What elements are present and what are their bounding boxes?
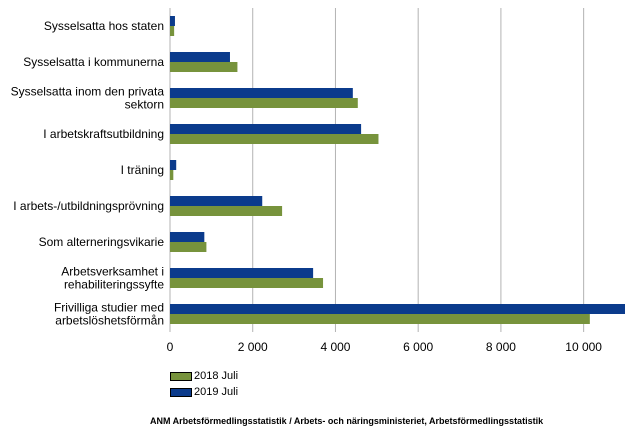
x-tick-label-1: 2 000: [238, 340, 268, 354]
bar-2018-3: [170, 134, 379, 144]
bar-2019-8: [170, 304, 625, 314]
bar-2019-6: [170, 232, 205, 242]
category-label-8: Frivilliga studier med arbetslöshetsförmå…: [54, 301, 164, 328]
category-label-4: I träning: [121, 163, 164, 177]
bar-2019-1: [170, 52, 230, 62]
category-label-5: I arbets-/utbildningsprövning: [13, 199, 164, 213]
bar-2018-5: [170, 206, 283, 216]
x-tick-label-4: 8 000: [486, 340, 516, 354]
legend-swatch-2018: [170, 371, 192, 381]
legend-label-2019: 2019 Juli: [194, 386, 239, 398]
bar-2019-4: [170, 160, 177, 170]
bar-2018-8: [170, 314, 590, 324]
legend-item-2019: 2019 Juli: [170, 384, 238, 400]
bar-2019-3: [170, 124, 362, 134]
source-note: ANM Arbetsförmedlingsstatistik / Arbets-…: [150, 416, 544, 426]
bar-2018-1: [170, 62, 238, 72]
x-tick-label-2: 4 000: [320, 340, 350, 354]
x-tick-label-0: 0: [167, 340, 174, 354]
legend-item-2018: 2018 Juli: [170, 368, 238, 384]
bar-2018-0: [170, 26, 175, 36]
bar-2019-2: [170, 88, 353, 98]
category-label-3: I arbetskraftsutbildning: [43, 127, 164, 141]
bar-2018-2: [170, 98, 358, 108]
bar-chart: Sysselsatta hos staten Sysselsatta i komm…: [11, 8, 625, 354]
x-tick-label-3: 6 000: [403, 340, 433, 354]
category-label-1: Sysselsatta i kommunerna: [23, 55, 164, 69]
category-label-0: Sysselsatta hos staten: [44, 19, 164, 33]
legend-label-2018: 2018 Juli: [194, 370, 239, 382]
category-label-6: Som alterneringsvikarie: [39, 235, 165, 249]
category-label-2: Sysselsatta inom den privata sektorn: [11, 85, 165, 112]
x-tick-label-5: 10 000: [565, 340, 602, 354]
bar-2018-7: [170, 278, 324, 288]
bar-2018-4: [170, 170, 174, 180]
bar-2019-5: [170, 196, 263, 206]
bar-2018-6: [170, 242, 207, 252]
legend-swatch-2019: [170, 387, 192, 397]
legend: 2018 Juli 2019 Juli: [170, 368, 238, 400]
category-label-7: Arbetsverksamhet i rehabiliteringssyfte: [61, 265, 164, 292]
bar-2019-0: [170, 16, 175, 26]
bar-2019-7: [170, 268, 314, 278]
